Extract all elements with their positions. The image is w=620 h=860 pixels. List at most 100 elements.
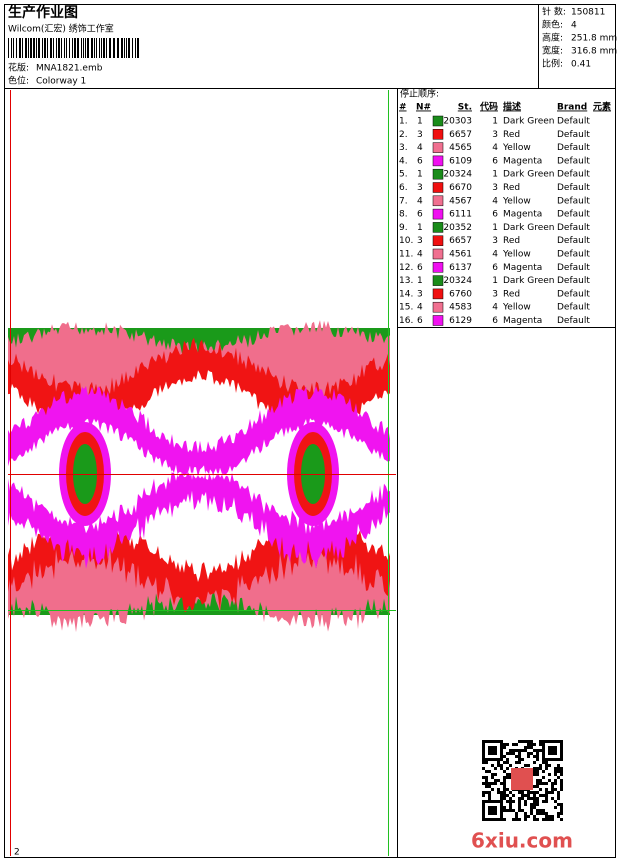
qr-cell	[530, 743, 533, 746]
qr-cell	[491, 764, 494, 767]
qr-cell	[527, 791, 530, 794]
brand: Default	[557, 303, 590, 313]
qr-cell	[509, 773, 512, 776]
stat-label: 高度:	[542, 32, 563, 44]
row-index: 9.	[399, 223, 408, 233]
qr-cell	[512, 752, 515, 755]
qr-cell	[524, 740, 527, 743]
qr-cell	[545, 800, 548, 803]
qr-cell	[542, 776, 545, 779]
qr-cell	[542, 761, 545, 764]
qr-cell	[560, 818, 563, 821]
qr-cell	[512, 749, 515, 752]
qr-cell	[485, 761, 488, 764]
qr-cell	[536, 773, 539, 776]
row-index: 8.	[399, 210, 408, 220]
qr-cell	[527, 740, 530, 743]
qr-cell	[485, 776, 488, 779]
bar	[64, 38, 65, 58]
qr-cell	[530, 740, 533, 743]
qr-cell	[509, 764, 512, 767]
qr-cell	[536, 800, 539, 803]
qr-cell	[509, 809, 512, 812]
qr-cell	[503, 791, 506, 794]
qr-cell	[545, 818, 548, 821]
qr-cell	[557, 791, 560, 794]
description: Dark Green	[503, 117, 554, 127]
qr-cell	[536, 818, 539, 821]
bar	[85, 38, 86, 58]
qr-cell	[512, 809, 515, 812]
qr-cell	[536, 752, 539, 755]
design-label: 花版:	[8, 62, 29, 74]
qr-cell	[500, 782, 503, 785]
swatch	[432, 182, 444, 193]
qr-cell	[560, 767, 563, 770]
stat-value: 251.8 mm	[571, 34, 617, 44]
qr-cell	[518, 803, 521, 806]
qr-cell	[557, 770, 560, 773]
column-header: N#	[416, 103, 431, 113]
column-header: Brand	[557, 103, 587, 113]
needle: 4	[417, 303, 423, 313]
code: 1	[492, 276, 498, 286]
qr-cell	[521, 749, 524, 752]
qr-cell	[500, 764, 503, 767]
qr-cell	[551, 815, 554, 818]
code: 6	[492, 156, 498, 166]
stitches: 6760	[449, 289, 472, 299]
stat-label: 颜色:	[542, 19, 563, 31]
qr-cell	[488, 782, 491, 785]
colorway-label: 色位:	[8, 75, 29, 87]
stat-label: 比例:	[542, 58, 563, 70]
qr-cell	[536, 758, 539, 761]
swatch	[432, 248, 444, 260]
description: Yellow	[502, 143, 531, 153]
needle: 1	[417, 170, 423, 180]
swatch	[432, 315, 444, 326]
qr-cell	[503, 788, 506, 791]
row-index: 5.	[399, 170, 408, 180]
qr-cell	[557, 815, 560, 818]
qr-cell	[521, 758, 524, 761]
swatch	[432, 168, 444, 180]
stitches: 20352	[443, 223, 472, 233]
title: 生产作业图	[8, 4, 78, 21]
qr-cell	[542, 818, 545, 821]
qr-cell	[542, 800, 545, 803]
qr-cell	[560, 782, 563, 785]
qr-cell	[503, 809, 506, 812]
brand: Default	[557, 170, 590, 180]
bar	[91, 38, 93, 58]
qr-cell	[545, 788, 548, 791]
bar	[30, 38, 32, 58]
bar	[135, 38, 136, 58]
code: 3	[492, 130, 498, 140]
qr-cell	[515, 818, 518, 821]
qr-cell	[557, 797, 560, 800]
code: 1	[492, 170, 498, 180]
qr-cell	[494, 767, 497, 770]
bar	[58, 38, 60, 58]
stitches: 6137	[449, 263, 472, 273]
qr-cell	[533, 791, 536, 794]
qr-cell	[533, 794, 536, 797]
qr-cell	[536, 755, 539, 758]
qr-cell	[521, 809, 524, 812]
bar	[56, 38, 57, 58]
qr-cell	[530, 791, 533, 794]
bar	[16, 38, 17, 58]
bar	[53, 38, 54, 58]
qr-cell	[518, 740, 521, 743]
qr-cell	[539, 779, 542, 782]
code: 6	[492, 210, 498, 220]
bar	[77, 38, 79, 58]
qr-cell	[539, 767, 542, 770]
qr-cell	[539, 809, 542, 812]
code: 4	[492, 196, 498, 206]
page-number: 2	[14, 848, 20, 858]
code: 1	[492, 117, 498, 127]
description: Red	[503, 289, 520, 299]
qr-cell	[509, 803, 512, 806]
